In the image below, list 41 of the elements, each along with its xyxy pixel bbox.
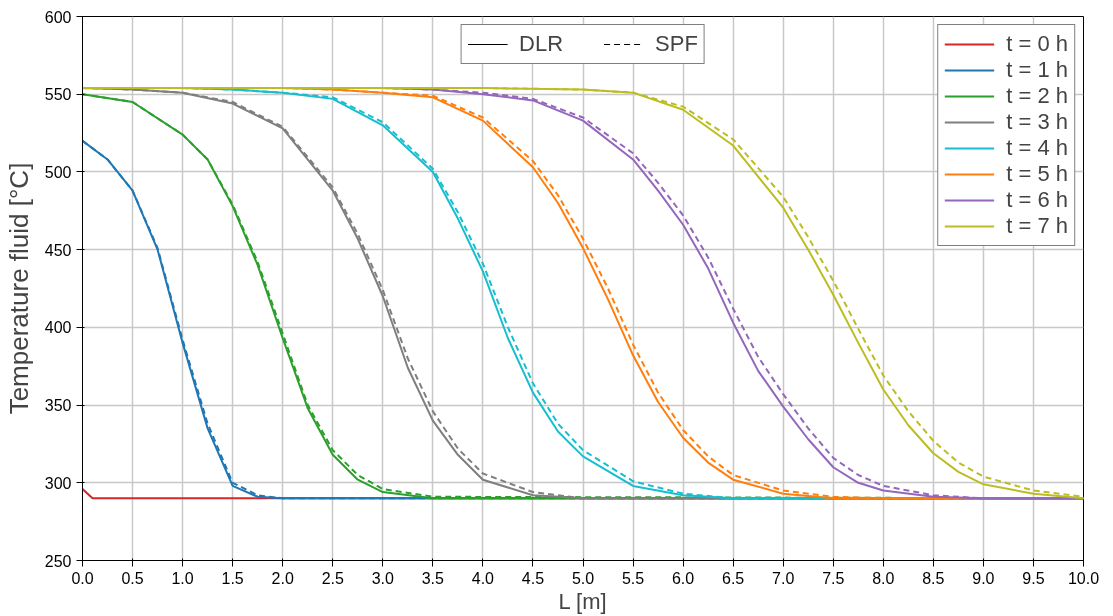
x-axis-title: L [m] [558, 588, 607, 614]
x-tick-label: 6.5 [722, 569, 745, 587]
x-tick-label: 3.5 [421, 569, 445, 587]
y-tick-label: 500 [44, 163, 72, 181]
legend-label: t = 5 h [1006, 161, 1068, 187]
x-tick-label: 0.5 [121, 569, 144, 587]
legend-label: t = 1 h [1006, 57, 1068, 83]
x-tick-label: 7.5 [822, 569, 845, 587]
legend-label: t = 2 h [1006, 83, 1068, 109]
y-axis-title: Temperature fluid [°C] [3, 162, 34, 415]
x-tick-label: 2.0 [271, 569, 294, 587]
x-tick-label: 4.0 [471, 569, 495, 587]
x-tick-label: 3.0 [371, 569, 395, 587]
annotation: SPF [655, 31, 698, 57]
y-tick-label: 550 [44, 86, 72, 104]
legend-label: t = 0 h [1006, 31, 1068, 57]
y-tick-label: 350 [44, 397, 72, 415]
legend-label: t = 6 h [1006, 187, 1068, 213]
legend-label: t = 7 h [1006, 213, 1068, 239]
y-tick-label: 400 [44, 319, 72, 337]
y-tick-label: 300 [44, 474, 72, 492]
x-tick-label: 4.5 [521, 569, 545, 587]
x-tick-label: 8.0 [872, 569, 895, 587]
x-tick-label: 1.5 [221, 569, 244, 587]
x-tick-label: 8.5 [922, 569, 945, 587]
y-tick-label: 250 [44, 552, 72, 570]
x-tick-label: 7.0 [772, 569, 795, 587]
x-tick-label: 9.5 [1022, 569, 1045, 587]
x-tick-label: 5.0 [571, 569, 595, 587]
y-tick-label: 600 [44, 8, 72, 26]
x-tick-label: 2.5 [321, 569, 344, 587]
x-tick-label: 1.0 [171, 569, 194, 587]
x-tick-label: 9.0 [972, 569, 995, 587]
legend-label: t = 3 h [1006, 109, 1068, 135]
annotation: DLR [519, 31, 564, 57]
x-tick-label: 0.0 [71, 569, 94, 587]
x-tick-label: 6.0 [671, 569, 695, 587]
x-tick-label: 5.5 [621, 569, 645, 587]
x-tick-label: 10.0 [1067, 569, 1100, 587]
legend-label: t = 4 h [1006, 135, 1068, 161]
y-tick-label: 450 [44, 241, 72, 259]
